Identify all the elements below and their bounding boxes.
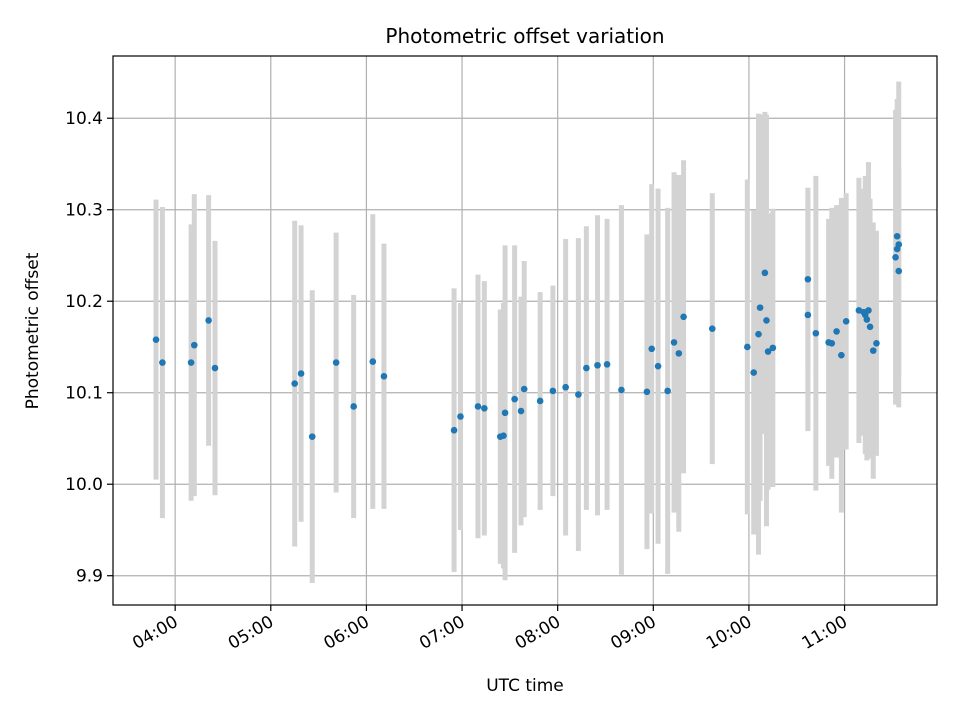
data-point — [500, 432, 507, 440]
data-point — [804, 311, 812, 319]
data-point — [833, 328, 840, 335]
y-tick-label: 9.9 — [76, 567, 103, 587]
data-point — [873, 340, 880, 347]
data-point — [866, 323, 874, 331]
data-point — [618, 386, 625, 394]
data-point — [654, 362, 662, 370]
data-point — [501, 409, 509, 417]
y-tick-label: 10.4 — [65, 109, 103, 129]
data-point — [863, 316, 871, 323]
data-point — [664, 387, 671, 395]
data-point — [892, 253, 899, 261]
data-point — [536, 397, 544, 405]
y-axis: 9.9 10.0 10.1 10.2 10.3 10.4 — [65, 109, 113, 587]
data-point — [675, 350, 683, 357]
data-point — [804, 275, 812, 283]
data-point — [517, 407, 525, 415]
data-point — [380, 372, 388, 380]
data-point — [350, 403, 357, 410]
y-tick-label: 10.1 — [65, 384, 103, 404]
data-point — [211, 364, 219, 372]
data-point — [869, 347, 877, 354]
data-point — [828, 340, 836, 347]
data-point — [764, 348, 772, 355]
y-tick-label: 10.2 — [65, 292, 103, 312]
data-point — [842, 318, 850, 325]
chart-title: Photometric offset variation — [385, 24, 664, 48]
data-point — [205, 317, 212, 324]
data-point — [708, 325, 716, 332]
data-point — [474, 403, 482, 410]
data-point — [562, 383, 569, 391]
data-point — [648, 345, 656, 353]
data-point — [511, 395, 518, 403]
data-point — [761, 269, 769, 277]
data-point — [769, 344, 777, 352]
data-point — [457, 413, 464, 420]
data-point — [152, 336, 160, 343]
data-point — [520, 385, 528, 393]
data-point — [750, 369, 758, 376]
data-point — [895, 267, 903, 275]
data-point — [369, 358, 377, 365]
data-point — [190, 341, 198, 349]
data-point — [159, 359, 166, 366]
data-point — [187, 359, 195, 366]
y-tick-label: 10.0 — [65, 475, 103, 495]
y-tick-label: 10.3 — [65, 201, 103, 221]
data-points — [152, 232, 903, 440]
data-point — [895, 241, 903, 248]
data-point — [893, 232, 901, 240]
data-point — [450, 426, 458, 434]
data-point — [756, 304, 764, 311]
data-point — [481, 404, 488, 412]
data-point — [865, 307, 872, 314]
data-point — [643, 388, 651, 396]
x-axis-label: UTC time — [486, 676, 564, 696]
data-point — [755, 330, 762, 338]
data-point — [332, 359, 340, 366]
data-point — [297, 370, 305, 377]
data-point — [594, 361, 601, 369]
data-point — [680, 313, 687, 321]
plot-frame — [112, 55, 938, 606]
data-point — [291, 380, 298, 387]
data-point — [812, 329, 820, 337]
data-point — [838, 351, 845, 359]
data-point — [549, 387, 557, 395]
data-point — [583, 364, 590, 372]
data-point — [670, 339, 678, 346]
data-point — [744, 343, 751, 351]
data-point — [308, 433, 316, 440]
data-point — [575, 391, 582, 398]
data-point — [603, 361, 611, 368]
data-point — [763, 317, 770, 324]
y-axis-label: Photometric offset — [23, 252, 43, 409]
